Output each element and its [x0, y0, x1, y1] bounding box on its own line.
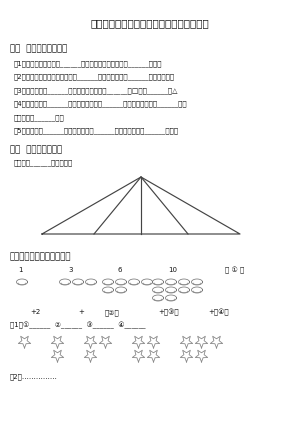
- Text: 硬币的面是______形。: 硬币的面是______形。: [14, 114, 65, 121]
- Text: 3: 3: [68, 267, 73, 273]
- Text: （4）黑板的面是______形，地板砖的面是______形，红领巾的面是______形，: （4）黑板的面是______形，地板砖的面是______形，红领巾的面是____…: [14, 100, 187, 107]
- Text: +2: +2: [30, 309, 40, 315]
- Text: （ ① ）: （ ① ）: [225, 267, 244, 274]
- Text: 6: 6: [118, 267, 122, 273]
- Text: 一年级数学下册几何图形分类专项强化练习: 一年级数学下册几何图形分类专项强化练习: [91, 18, 209, 28]
- Text: 1: 1: [18, 267, 22, 273]
- Text: （②）: （②）: [105, 309, 120, 315]
- Text: （2）要围一个大正方形最少需要______个小正方形，或______个小三角形。: （2）要围一个大正方形最少需要______个小正方形，或______个小三角形。: [14, 73, 175, 80]
- Text: （5）正方形有______条边，长方形有______条边，三角形有______条边。: （5）正方形有______条边，长方形有______条边，三角形有______条…: [14, 128, 179, 134]
- Text: 下图中有______个三角形。: 下图中有______个三角形。: [14, 159, 73, 166]
- Text: 一、  想一想，填一填。: 一、 想一想，填一填。: [10, 44, 67, 53]
- Text: （2）……………: （2）……………: [10, 374, 58, 380]
- Text: 三、请你摆一摆，算一算。: 三、请你摆一摆，算一算。: [10, 252, 71, 261]
- Text: 10: 10: [168, 267, 177, 273]
- Text: +: +: [78, 309, 84, 315]
- Text: 二、  想一想，数一数: 二、 想一想，数一数: [10, 145, 62, 154]
- Text: +（③）: +（③）: [158, 309, 178, 316]
- Text: （3）七巧板是由______种图形组成，其中有______个□，有______个△: （3）七巧板是由______种图形组成，其中有______个□，有______个…: [14, 87, 178, 94]
- Text: （1）三角形比长方形少______条边，六边形比三角形多______条边。: （1）三角形比长方形少______条边，六边形比三角形多______条边。: [14, 60, 163, 67]
- Text: +（④）: +（④）: [208, 309, 229, 316]
- Text: （1）①______  ②______  ③______  ④______: （1）①______ ②______ ③______ ④______: [10, 322, 146, 329]
